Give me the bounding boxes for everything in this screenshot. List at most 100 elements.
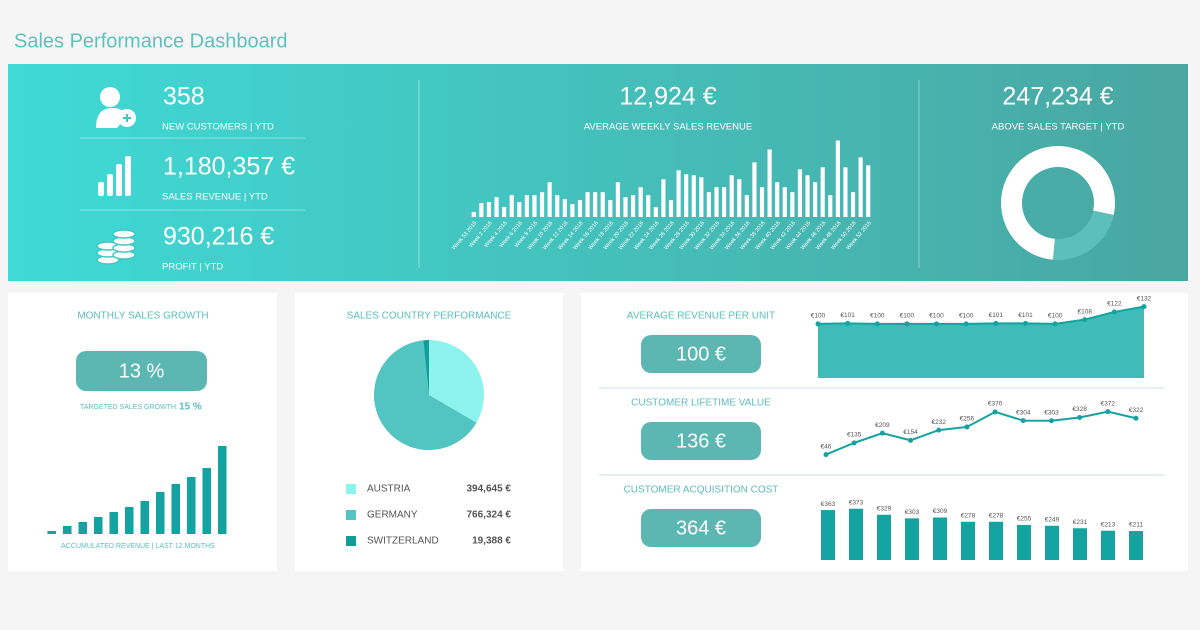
bar — [202, 468, 212, 534]
dashboard-title: Sales Performance Dashboard — [14, 30, 287, 52]
icon-profit — [96, 229, 136, 265]
data-label: €211 — [1129, 522, 1143, 529]
bar — [866, 165, 871, 217]
kpi-label: PROFIT | YTD — [162, 262, 223, 273]
bar — [124, 507, 134, 534]
kpi-label: SALES REVENUE | YTD — [162, 192, 268, 203]
data-label: €309 — [933, 508, 948, 515]
bar — [471, 212, 476, 217]
data-label: €101 — [989, 312, 1004, 319]
data-label: €100 — [811, 313, 826, 320]
bar — [849, 508, 863, 560]
data-label: €249 — [1045, 516, 1060, 523]
bar — [989, 521, 1003, 560]
legend-swatch — [346, 536, 356, 546]
data-label: €370 — [988, 401, 1003, 408]
point — [1141, 304, 1147, 310]
kpi-pill — [641, 422, 761, 460]
bar — [1045, 525, 1059, 560]
headline: 100 € — [676, 343, 726, 365]
chart-title: MONTHLY SALES GROWTH — [77, 311, 208, 322]
legend-value: 766,324 € — [467, 510, 512, 521]
bar — [653, 207, 658, 217]
slice — [1001, 146, 1115, 260]
bar — [668, 200, 674, 217]
bar — [1101, 530, 1115, 560]
chart-title: ABOVE SALES TARGET | YTD — [992, 122, 1125, 133]
kpi-pill — [641, 335, 761, 373]
headline: 13 % — [119, 360, 165, 382]
headline: 364 € — [676, 517, 726, 539]
bar — [961, 521, 975, 560]
bar — [1129, 530, 1143, 560]
kpi-pill — [76, 351, 207, 391]
bar — [676, 170, 681, 217]
bar — [494, 197, 499, 217]
data-label: €304 — [1016, 409, 1031, 416]
data-label: €328 — [1072, 406, 1087, 413]
point — [815, 321, 821, 327]
legend-label: AUSTRIA — [367, 484, 411, 495]
bar — [737, 179, 742, 217]
chart-title: AVERAGE WEEKLY SALES REVENUE — [584, 122, 752, 133]
bar — [547, 182, 552, 217]
point — [992, 409, 998, 415]
bar — [782, 187, 787, 217]
icon-new-customer — [96, 87, 136, 128]
data-label: €363 — [821, 501, 836, 508]
bar — [78, 522, 88, 534]
bar — [524, 195, 529, 217]
point — [936, 427, 942, 433]
bar — [479, 203, 484, 217]
data-label: €303 — [905, 509, 920, 516]
point — [845, 320, 851, 326]
bar — [835, 140, 840, 217]
point — [1022, 320, 1028, 326]
bar — [638, 187, 643, 217]
data-label: €209 — [875, 422, 890, 429]
bar — [646, 195, 651, 217]
data-label: €329 — [877, 505, 892, 512]
point — [904, 321, 910, 327]
point — [823, 452, 829, 458]
bar — [661, 179, 666, 217]
bar — [752, 162, 757, 217]
bar — [714, 187, 719, 217]
data-label: €213 — [1101, 521, 1116, 528]
bar — [217, 446, 227, 534]
bar — [805, 175, 810, 217]
bar — [706, 192, 712, 217]
bar — [155, 492, 165, 534]
data-label: €278 — [989, 512, 1004, 519]
legend-swatch — [346, 484, 356, 494]
data-label: €101 — [840, 312, 855, 319]
x-axis-label: ACCUMULATED REVENUE | LAST 12 MONTHS — [61, 543, 215, 550]
point — [1111, 309, 1117, 315]
bar — [1017, 524, 1031, 560]
data-label: €122 — [1107, 301, 1122, 308]
bar — [585, 192, 590, 217]
bar — [600, 192, 605, 217]
bar — [790, 192, 795, 217]
bar — [509, 195, 514, 217]
bar — [630, 195, 636, 217]
headline: 12,924 € — [619, 83, 716, 111]
bar — [608, 200, 613, 217]
bar — [905, 518, 919, 560]
chart-title: CUSTOMER ACQUISITION COST — [624, 485, 779, 496]
point — [1077, 414, 1083, 420]
bar — [775, 182, 780, 217]
bar — [813, 182, 818, 217]
data-label: €101 — [1018, 312, 1033, 319]
legend-label: GERMANY — [367, 510, 418, 521]
bar — [186, 477, 196, 534]
chart-title: SALES COUNTRY PERFORMANCE — [347, 311, 512, 322]
slice — [429, 340, 484, 423]
bar — [562, 199, 567, 217]
bar — [47, 531, 57, 534]
point — [963, 321, 969, 327]
bar — [1073, 528, 1087, 560]
bar — [828, 195, 833, 217]
point — [993, 320, 999, 326]
